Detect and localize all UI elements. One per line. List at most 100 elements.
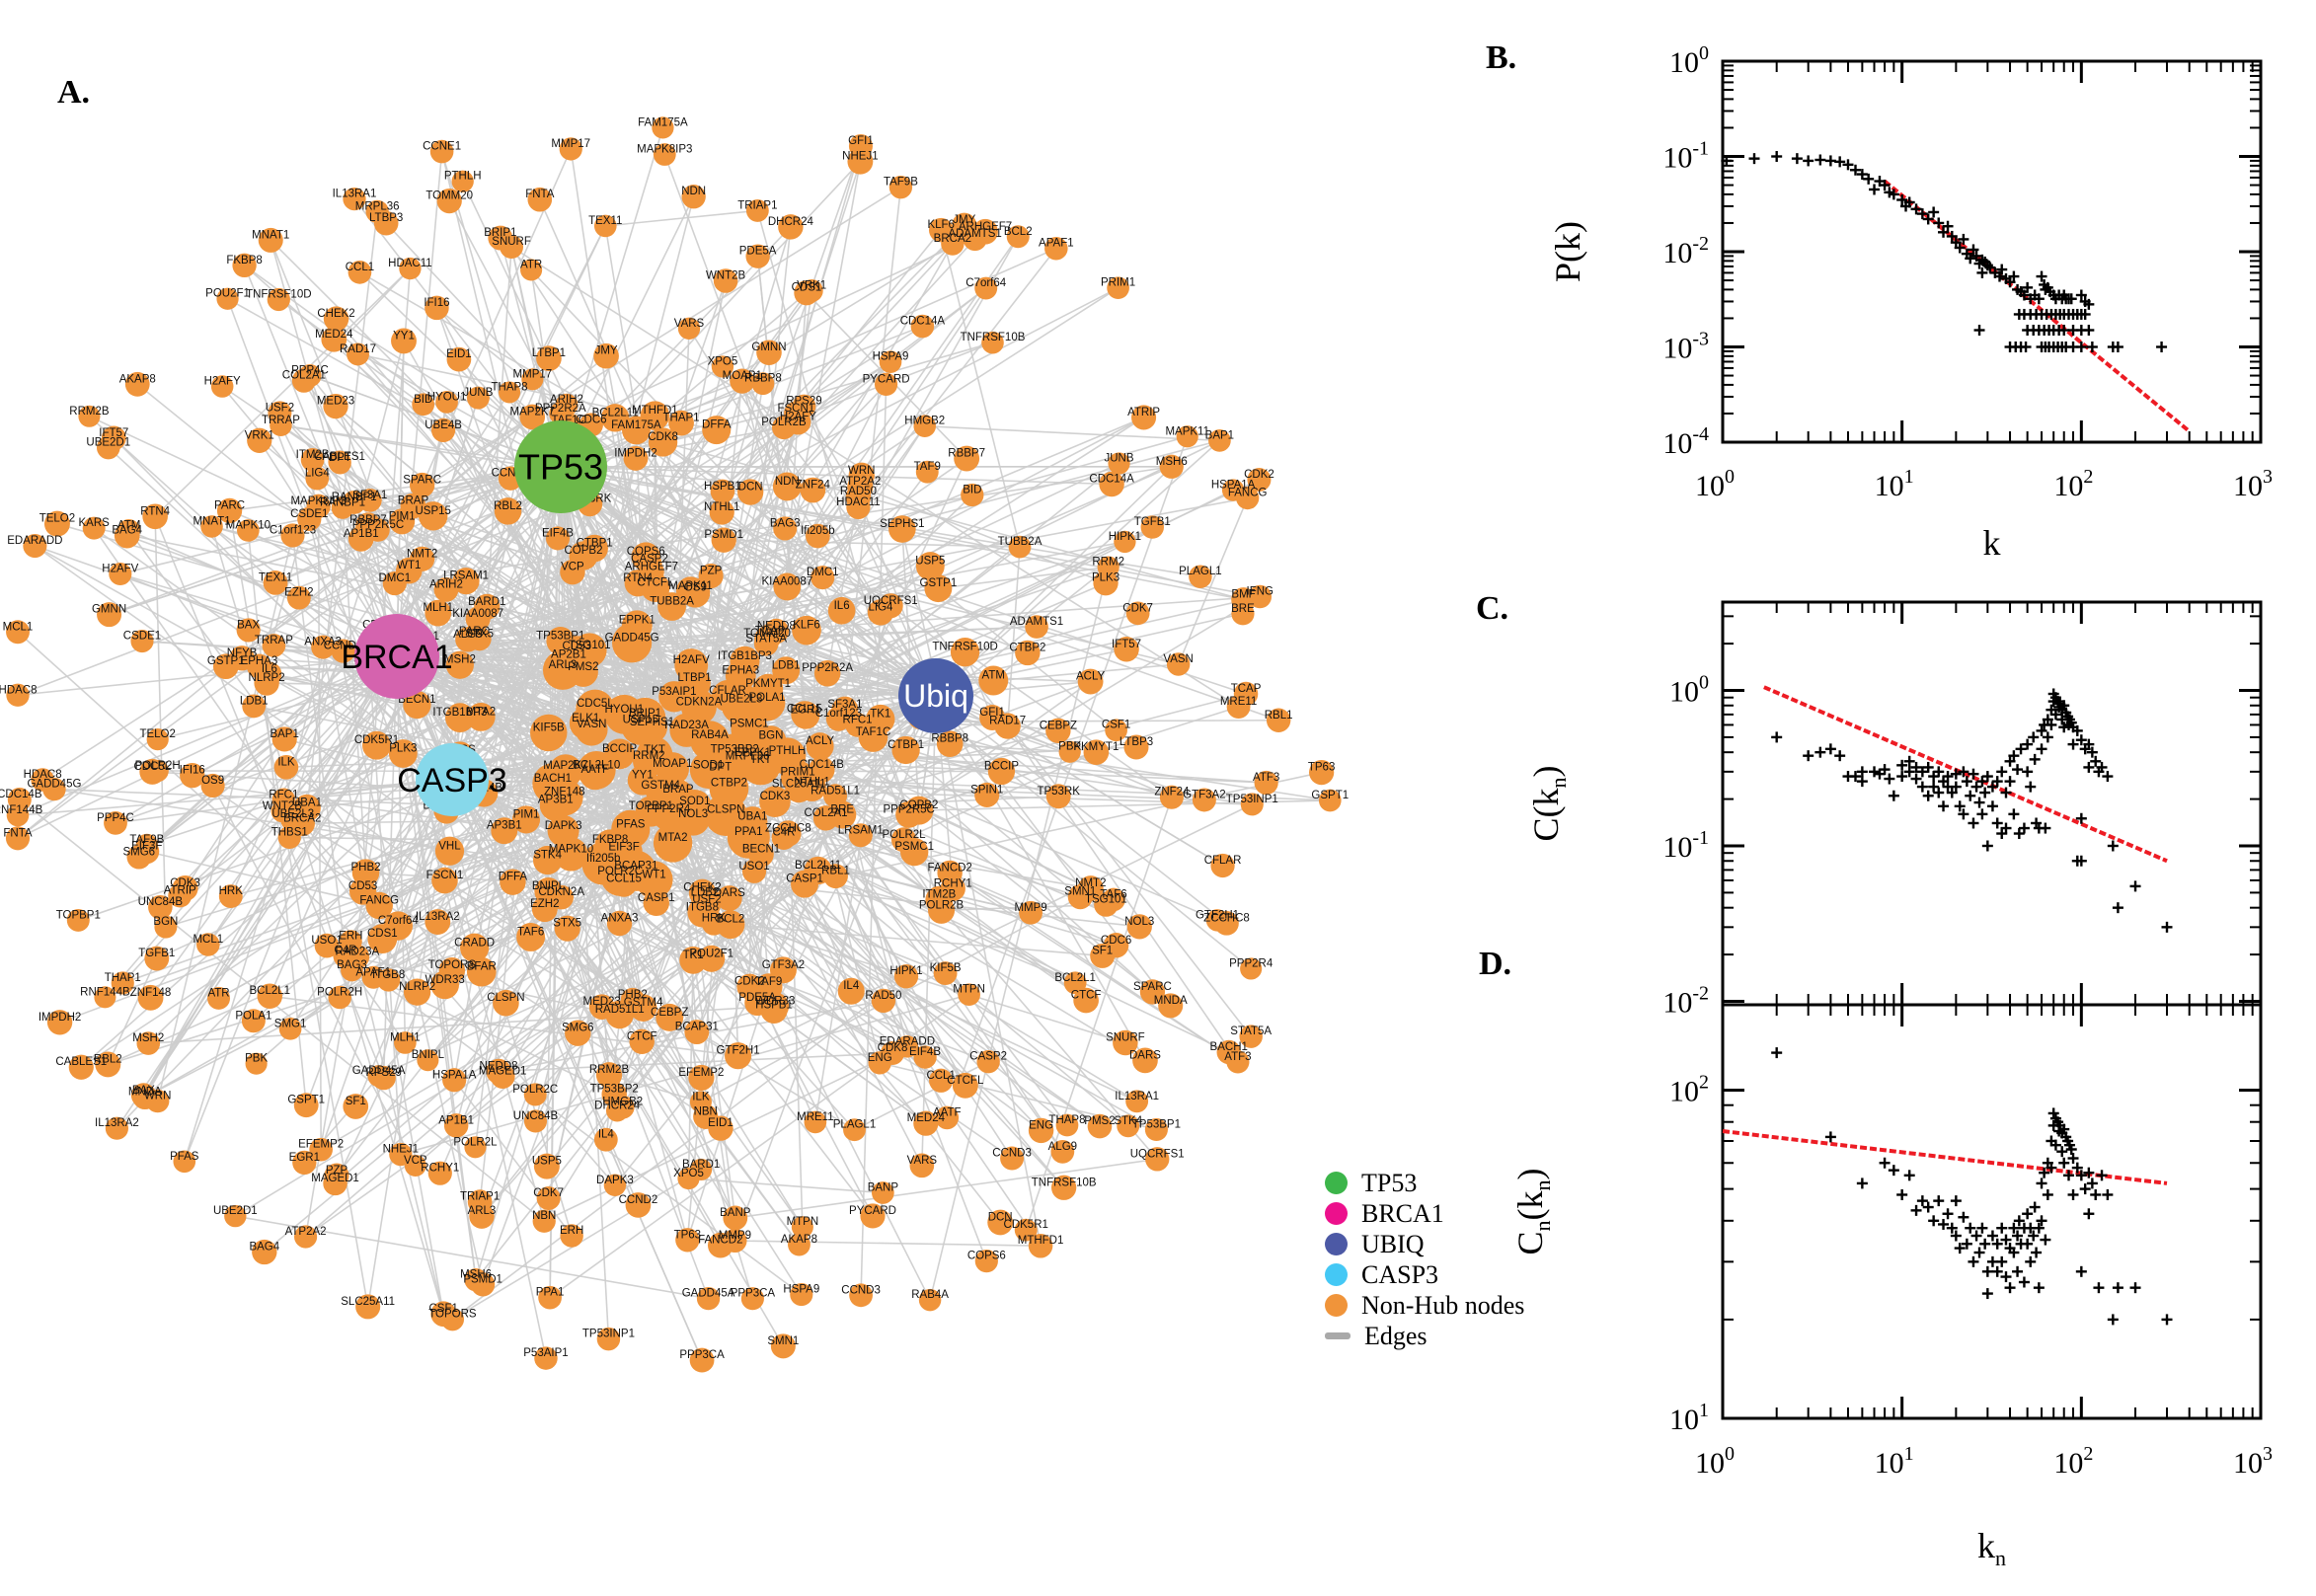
network-node-label: BNIPL bbox=[412, 1049, 445, 1061]
network-node-label: ATRIP bbox=[164, 884, 196, 896]
network-node-label: GSTP1 bbox=[920, 577, 958, 589]
network-node-label: MAPK10 bbox=[226, 519, 270, 531]
network-node-label: RAD51L1 bbox=[811, 785, 860, 797]
network-node-label: ALG9 bbox=[453, 629, 482, 641]
network-node-label: CASP1 bbox=[638, 892, 675, 904]
network-node-label: TEX11 bbox=[588, 215, 622, 227]
legend-node-swatch bbox=[1325, 1202, 1348, 1225]
tick-label: 10-4 bbox=[1662, 423, 1709, 460]
network-node-label: MMP17 bbox=[551, 138, 590, 150]
network-node-label: PSMC1 bbox=[894, 841, 934, 853]
network-node-label: CTCFL bbox=[947, 1075, 984, 1087]
tick-label: 10-2 bbox=[1662, 982, 1709, 1019]
network-node-label: ERH bbox=[339, 931, 362, 943]
network-node-label: DHCR24 bbox=[768, 216, 814, 228]
network-node-label: SNURF bbox=[1106, 1031, 1145, 1043]
network-node-label: MTHFD1 bbox=[632, 405, 678, 417]
network-node-label: NMT2 bbox=[1075, 877, 1106, 889]
network-node-label: CCND3 bbox=[841, 1284, 881, 1296]
network-node-label: EDARADD bbox=[7, 535, 62, 547]
data-points bbox=[1721, 151, 2167, 352]
network-node-label: ERH bbox=[560, 1225, 583, 1237]
network-node-label: AKAP8 bbox=[781, 1234, 817, 1246]
plot-frame bbox=[1723, 1005, 2261, 1418]
network-node-label: THAP8 bbox=[1048, 1114, 1085, 1126]
network-node-label: SMG6 bbox=[562, 1023, 594, 1034]
network-node-label: NBN bbox=[694, 1105, 718, 1117]
network-node-label: IL13RA1 bbox=[1115, 1091, 1159, 1102]
network-node-label: PPA1 bbox=[734, 826, 763, 838]
network-node-label: CDK5R1 bbox=[1004, 1219, 1048, 1231]
network-node-label: CTCF bbox=[1071, 990, 1102, 1002]
network-node-label: BID bbox=[414, 394, 432, 406]
network-node-label: BCCIP bbox=[602, 743, 637, 755]
network-node-label: EPPK1 bbox=[619, 615, 656, 627]
network-node-label: GTF2H1 bbox=[717, 1045, 760, 1057]
network-node-label: MAGED1 bbox=[311, 1173, 359, 1184]
network-node-label: CDKN2A bbox=[676, 696, 723, 708]
network-node-label: HRK bbox=[219, 885, 244, 897]
network-node-label: NLRP2 bbox=[249, 672, 285, 684]
network-node-label: CEBPZ bbox=[1040, 720, 1077, 731]
network-node-label: LDB1 bbox=[240, 695, 269, 707]
network-node-label: WNT2B bbox=[263, 800, 303, 812]
network-node-label: PPP3CA bbox=[679, 1349, 725, 1361]
network-node-label: CASP1 bbox=[786, 874, 823, 885]
x-axis-label: kn​ bbox=[1977, 1526, 2006, 1570]
network-node-label: ZCCHC8 bbox=[765, 823, 811, 835]
network-node-label: ADAMTS1 bbox=[1010, 616, 1063, 628]
network-node-label: MAPK11 bbox=[1165, 425, 1209, 437]
network-node-label: BID bbox=[963, 485, 981, 496]
network-node-label: PFAS bbox=[616, 818, 646, 830]
network-node-label: HDAC11 bbox=[388, 258, 432, 269]
network-node-label: IFT57 bbox=[1112, 639, 1141, 650]
legend-item-label: TP53 bbox=[1361, 1169, 1417, 1198]
legend-item-label: Edges bbox=[1364, 1322, 1428, 1351]
network-node-label: POU2F1 bbox=[205, 288, 250, 300]
network-node-label: TUBB2A bbox=[650, 596, 694, 608]
network-node-label: RFC1 bbox=[269, 789, 298, 800]
network-node-label: HYOU1 bbox=[427, 391, 467, 403]
network-node-label: ATF3 bbox=[1253, 772, 1279, 784]
network-node-label: TAF6 bbox=[517, 926, 544, 938]
network-node-label: NOL3 bbox=[678, 808, 708, 820]
network-node-label: CEBPZ bbox=[651, 1007, 688, 1019]
network-node-label: GSPT1 bbox=[1311, 790, 1349, 801]
tick-label: 100 bbox=[1669, 671, 1709, 708]
network-node-label: Ifi205b bbox=[801, 525, 835, 537]
network-node-label: CDC5L bbox=[577, 698, 614, 710]
network-node-label: CDK7 bbox=[533, 1187, 564, 1199]
network-node-label: LIG4 bbox=[305, 468, 331, 480]
network-node-label: POU2F1 bbox=[689, 948, 733, 959]
network-node-label: JUNB bbox=[463, 387, 493, 399]
network-node-label: CLSPN bbox=[487, 992, 524, 1004]
network-node-label: VASN bbox=[1163, 653, 1193, 665]
network-node-label: TAF6 bbox=[1100, 888, 1126, 900]
network-node-label: APAF1 bbox=[1039, 238, 1074, 250]
network-node-label: CD53 bbox=[563, 641, 591, 652]
network-node-label: ITGB1BP3 bbox=[718, 650, 772, 662]
network-node-label: H2AFY bbox=[204, 376, 241, 388]
network-node-label: MED24 bbox=[315, 329, 353, 341]
network-node-label: BRAP bbox=[662, 784, 694, 796]
network-node-label: RBBP7 bbox=[349, 514, 387, 526]
network-node-label: ILK bbox=[692, 1091, 710, 1102]
network-node-label: PDE5A bbox=[739, 246, 777, 258]
tick-label: 103 bbox=[2233, 1443, 2273, 1480]
network-node-label: BRIP1 bbox=[484, 227, 516, 239]
network-node-label: TAF9 bbox=[755, 976, 782, 988]
network-node-label: CD53 bbox=[348, 880, 377, 892]
network-node-label: BRAP bbox=[398, 495, 429, 507]
network-node-label: EID1 bbox=[446, 348, 472, 360]
network-node-label: TGFB1 bbox=[138, 948, 175, 959]
network-node-label: VRK1 bbox=[245, 429, 274, 441]
network-node-label: BARD1 bbox=[468, 596, 505, 608]
network-node-label: MAPK8IP3 bbox=[637, 144, 692, 156]
network-node-label: PBK bbox=[245, 1053, 268, 1065]
network-node-label: ATRIP bbox=[1127, 407, 1160, 418]
network-node-label: VCP bbox=[404, 1155, 427, 1167]
network-node-label: EFEMP2 bbox=[298, 1139, 344, 1151]
network-node-label: TP63 bbox=[674, 1229, 702, 1241]
network-node-label: STK4 bbox=[533, 849, 562, 861]
network-node-label: GTF3A2 bbox=[762, 959, 805, 971]
